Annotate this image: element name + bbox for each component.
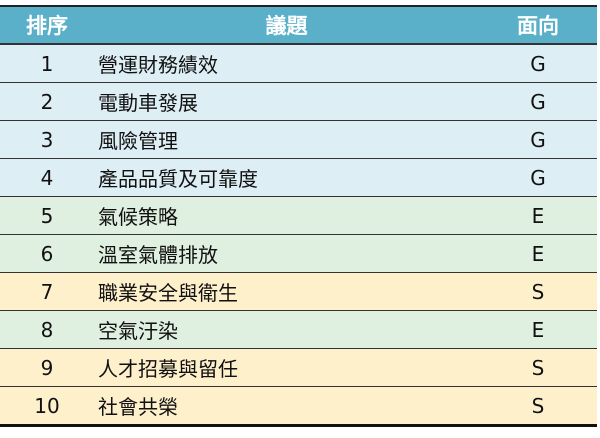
- cell-aspect: E: [479, 234, 597, 273]
- cell-topic: 社會共榮: [94, 386, 479, 427]
- cell-aspect: S: [479, 386, 597, 427]
- cell-rank: 5: [0, 196, 94, 235]
- cell-rank: 8: [0, 310, 94, 349]
- cell-rank: 10: [0, 386, 94, 427]
- cell-topic: 電動車發展: [94, 82, 479, 121]
- cell-rank: 1: [0, 44, 94, 83]
- material-topics-table: 排序 議題 面向 1 營運財務績效 G 2 電動車發展 G 3 風險管理 G 4 產品品質及可靠度 G…: [0, 5, 597, 427]
- header-aspect: 面向: [479, 5, 597, 45]
- table-row: 8 空氣汙染 E: [0, 310, 597, 349]
- table-row: 2 電動車發展 G: [0, 82, 597, 121]
- cell-aspect: G: [479, 158, 597, 197]
- table-row: 7 職業安全與衛生 S: [0, 272, 597, 311]
- cell-rank: 2: [0, 82, 94, 121]
- cell-topic: 營運財務績效: [94, 44, 479, 83]
- cell-rank: 9: [0, 348, 94, 387]
- cell-rank: 4: [0, 158, 94, 197]
- table-row: 6 溫室氣體排放 E: [0, 234, 597, 273]
- header-topic: 議題: [94, 5, 479, 45]
- table-row: 3 風險管理 G: [0, 120, 597, 159]
- cell-aspect: G: [479, 82, 597, 121]
- cell-rank: 6: [0, 234, 94, 273]
- cell-topic: 風險管理: [94, 120, 479, 159]
- cell-topic: 溫室氣體排放: [94, 234, 479, 273]
- table-row: 5 氣候策略 E: [0, 196, 597, 235]
- table-row: 1 營運財務績效 G: [0, 44, 597, 83]
- cell-aspect: S: [479, 272, 597, 311]
- cell-topic: 氣候策略: [94, 196, 479, 235]
- cell-topic: 產品品質及可靠度: [94, 158, 479, 197]
- header-rank: 排序: [0, 5, 94, 45]
- cell-topic: 職業安全與衛生: [94, 272, 479, 311]
- cell-rank: 7: [0, 272, 94, 311]
- header-row: 排序 議題 面向: [0, 5, 597, 45]
- table-row: 10 社會共榮 S: [0, 386, 597, 427]
- cell-aspect: E: [479, 310, 597, 349]
- cell-rank: 3: [0, 120, 94, 159]
- table-row: 9 人才招募與留任 S: [0, 348, 597, 387]
- cell-aspect: G: [479, 120, 597, 159]
- table-row: 4 產品品質及可靠度 G: [0, 158, 597, 197]
- cell-topic: 空氣汙染: [94, 310, 479, 349]
- cell-aspect: G: [479, 44, 597, 83]
- cell-topic: 人才招募與留任: [94, 348, 479, 387]
- cell-aspect: S: [479, 348, 597, 387]
- cell-aspect: E: [479, 196, 597, 235]
